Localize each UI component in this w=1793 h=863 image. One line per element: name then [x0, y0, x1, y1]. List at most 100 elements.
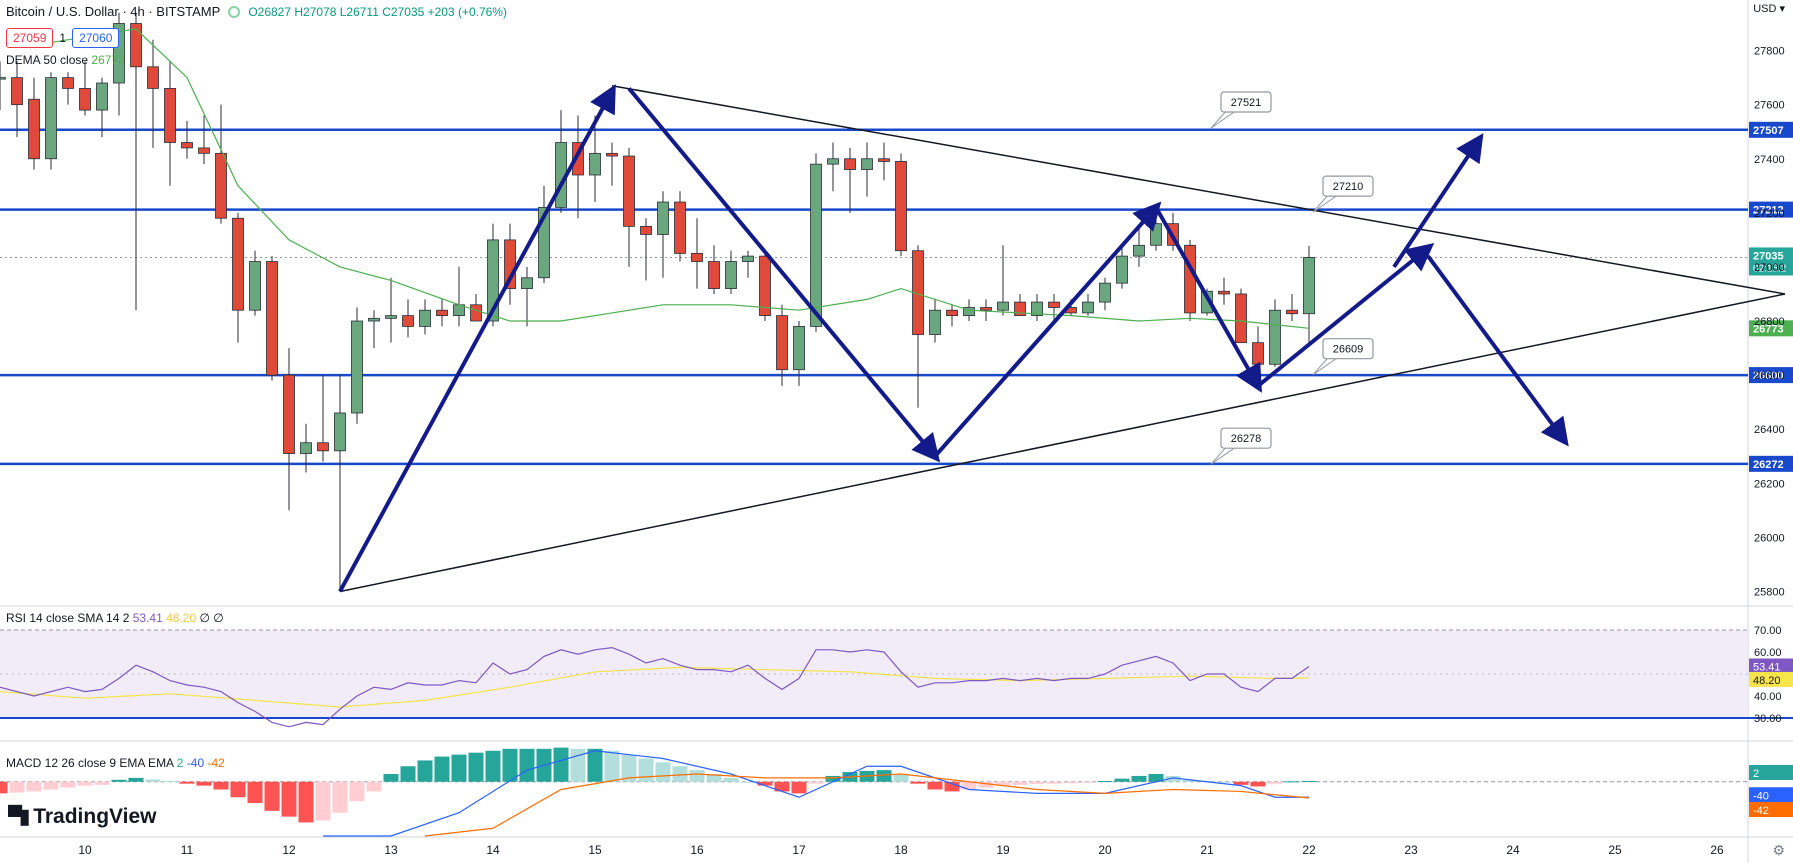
- candle-bullish[interactable]: [300, 442, 312, 454]
- candle-bearish[interactable]: [776, 315, 788, 371]
- macd-histogram-bar[interactable]: [1148, 774, 1164, 782]
- macd-histogram-bar[interactable]: [230, 781, 246, 798]
- macd-histogram-bar[interactable]: [774, 781, 790, 792]
- macd-histogram-bar[interactable]: [1267, 781, 1283, 784]
- macd-histogram-bar[interactable]: [1063, 781, 1079, 784]
- macd-histogram-bar[interactable]: [94, 781, 110, 785]
- projection-arrow[interactable]: [1256, 242, 1435, 388]
- candle-bullish[interactable]: [96, 82, 108, 111]
- macd-histogram-bar[interactable]: [43, 781, 59, 790]
- macd-histogram-bar[interactable]: [0, 781, 8, 794]
- buy-button[interactable]: 27060: [72, 28, 120, 48]
- macd-histogram-bar[interactable]: [876, 770, 892, 782]
- candle-bearish[interactable]: [62, 77, 74, 89]
- candle-bearish[interactable]: [1252, 342, 1264, 365]
- callout-box[interactable]: [1220, 427, 1272, 449]
- candle-bearish[interactable]: [759, 255, 771, 317]
- candle-bearish[interactable]: [215, 152, 227, 219]
- candle-bullish[interactable]: [334, 412, 346, 452]
- macd-histogram-bar[interactable]: [162, 780, 178, 782]
- macd-histogram-bar[interactable]: [825, 775, 841, 782]
- macd-histogram-bar[interactable]: [1029, 781, 1045, 785]
- macd-histogram-bar[interactable]: [1114, 778, 1130, 782]
- projection-arrow[interactable]: [627, 87, 941, 463]
- candle-bearish[interactable]: [198, 147, 210, 154]
- macd-histogram-bar[interactable]: [468, 752, 484, 782]
- candle-bearish[interactable]: [606, 152, 618, 157]
- projection-arrow[interactable]: [1426, 254, 1569, 447]
- candle-bullish[interactable]: [827, 158, 839, 165]
- candle-bullish[interactable]: [861, 158, 873, 170]
- macd-histogram-bar[interactable]: [451, 754, 467, 782]
- candle-bearish[interactable]: [164, 88, 176, 143]
- macd-histogram-bar[interactable]: [553, 747, 569, 782]
- macd-legend[interactable]: MACD 12 26 close 9 EMA EMA 2 -40 -42: [6, 756, 225, 770]
- macd-histogram-bar[interactable]: [1284, 781, 1300, 783]
- candle-bullish[interactable]: [589, 152, 601, 176]
- macd-histogram-bar[interactable]: [1301, 780, 1317, 782]
- candle-bullish[interactable]: [742, 255, 754, 262]
- macd-histogram-bar[interactable]: [315, 781, 331, 821]
- candle-bullish[interactable]: [487, 239, 499, 322]
- candle-bearish[interactable]: [1235, 293, 1247, 344]
- macd-histogram-bar[interactable]: [400, 766, 416, 782]
- macd-histogram-bar[interactable]: [26, 781, 42, 792]
- macd-histogram-bar[interactable]: [332, 781, 348, 813]
- candle-bearish[interactable]: [1218, 290, 1230, 295]
- candle-bullish[interactable]: [113, 23, 125, 84]
- macd-histogram-bar[interactable]: [366, 781, 382, 792]
- macd-histogram-bar[interactable]: [961, 781, 977, 790]
- callout-box[interactable]: [1322, 338, 1374, 360]
- candle-bullish[interactable]: [1269, 309, 1281, 365]
- candle-bullish[interactable]: [419, 309, 431, 327]
- candle-bearish[interactable]: [79, 88, 91, 111]
- settings-gear-icon[interactable]: ⚙: [1772, 842, 1785, 858]
- candle-bearish[interactable]: [11, 77, 23, 106]
- candle-bullish[interactable]: [963, 307, 975, 317]
- candle-bullish[interactable]: [249, 261, 261, 311]
- macd-signal-line[interactable]: [424, 773, 1310, 837]
- macd-histogram-bar[interactable]: [689, 770, 705, 782]
- macd-histogram-bar[interactable]: [1250, 781, 1266, 787]
- rsi-line[interactable]: [0, 646, 1310, 728]
- candle-bullish[interactable]: [1031, 301, 1043, 317]
- candle-bullish[interactable]: [1150, 223, 1162, 246]
- candle-bearish[interactable]: [1286, 309, 1298, 315]
- macd-histogram-bar[interactable]: [978, 781, 994, 788]
- projection-arrow[interactable]: [338, 84, 616, 593]
- candle-bullish[interactable]: [521, 277, 533, 289]
- macd-histogram-bar[interactable]: [111, 779, 127, 782]
- projection-arrow[interactable]: [1392, 133, 1484, 269]
- macd-histogram-bar[interactable]: [417, 760, 433, 782]
- macd-histogram-bar[interactable]: [1012, 781, 1028, 785]
- candle-bearish[interactable]: [623, 155, 635, 227]
- candle-bullish[interactable]: [1303, 257, 1315, 315]
- macd-histogram-bar[interactable]: [213, 781, 229, 790]
- candle-bullish[interactable]: [810, 163, 822, 327]
- macd-histogram-bar[interactable]: [604, 750, 620, 782]
- candle-bullish[interactable]: [1201, 290, 1213, 314]
- candle-bullish[interactable]: [1116, 255, 1128, 284]
- macd-histogram-bar[interactable]: [723, 777, 739, 782]
- market-status-icon[interactable]: [228, 5, 241, 18]
- candle-bearish[interactable]: [266, 261, 278, 376]
- macd-histogram-bar[interactable]: [1080, 781, 1096, 783]
- candle-bearish[interactable]: [28, 98, 40, 160]
- candle-bearish[interactable]: [572, 142, 584, 176]
- macd-histogram-bar[interactable]: [672, 766, 688, 782]
- macd-histogram-bar[interactable]: [638, 758, 654, 782]
- macd-histogram-bar[interactable]: [1131, 775, 1147, 782]
- rsi-legend[interactable]: RSI 14 close SMA 14 2 53.41 48.20 ∅ ∅: [6, 611, 224, 625]
- macd-line[interactable]: [323, 750, 1309, 837]
- tradingview-logo[interactable]: ▀▮ TradingView: [8, 804, 157, 829]
- candle-bullish[interactable]: [385, 315, 397, 319]
- candle-bearish[interactable]: [1014, 301, 1026, 317]
- candle-bearish[interactable]: [844, 158, 856, 170]
- candle-bullish[interactable]: [793, 326, 805, 371]
- candle-bullish[interactable]: [929, 309, 941, 335]
- macd-histogram-bar[interactable]: [791, 781, 807, 794]
- macd-histogram-bar[interactable]: [587, 748, 603, 782]
- candle-bearish[interactable]: [895, 161, 907, 252]
- macd-histogram-bar[interactable]: [1165, 775, 1181, 782]
- macd-histogram-bar[interactable]: [927, 781, 943, 790]
